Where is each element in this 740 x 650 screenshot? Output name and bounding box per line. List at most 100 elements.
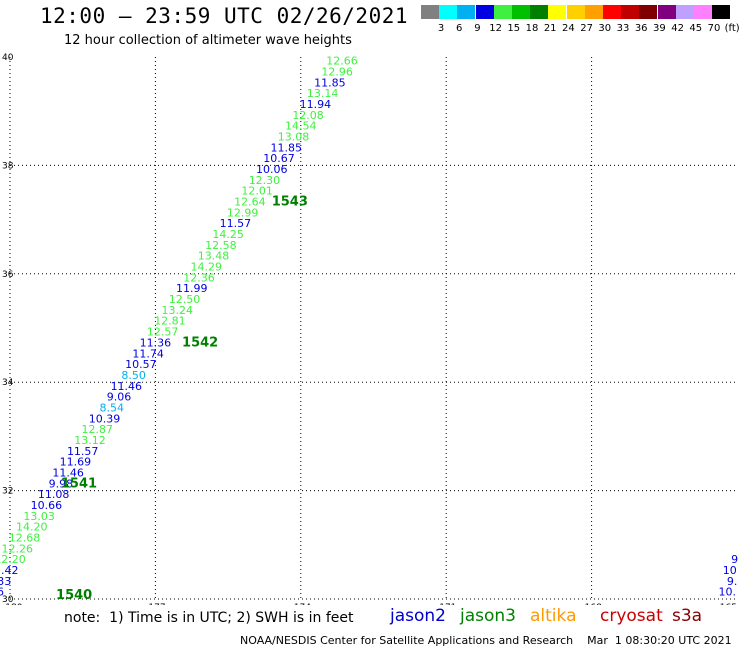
wave-height-value: 12.08 [292, 109, 324, 122]
wave-height-value: 14.25 [212, 228, 244, 241]
scale-swatch [548, 5, 567, 19]
wave-height-value: 8.50 [121, 369, 146, 382]
legend-jason2: jason2 [390, 606, 446, 626]
x-tick-label: -174 [291, 603, 312, 605]
grid-lines [10, 57, 737, 599]
scale-label: 42 [671, 23, 684, 34]
wave-height-value: 11.69 [60, 456, 92, 469]
wave-height-value: 12.87 [81, 423, 113, 436]
wave-height-value: 11.08 [38, 488, 70, 501]
y-tick-label: 34 [2, 378, 14, 388]
y-tick-label: 40 [2, 53, 14, 63]
footnote: note: 1) Time is in UTC; 2) SWH is in fe… [64, 610, 354, 626]
wave-height-value: 9.98 [49, 477, 74, 490]
scale-swatch [675, 5, 694, 19]
wave-height-value: 14.20 [16, 521, 48, 534]
wave-height-value: 11.85 [314, 76, 346, 89]
wave-height-value: 13.03 [23, 510, 55, 523]
x-tick-label: -168 [581, 603, 602, 605]
scale-swatch [621, 5, 640, 19]
wave-height-value: 11.74 [132, 347, 164, 360]
track-number-label: 1540 [56, 588, 92, 603]
wave-height-value: 12.68 [9, 532, 41, 545]
wave-height-value: 14.29 [191, 261, 223, 274]
chart-title: 12:00 – 23:59 UTC 02/26/2021 [40, 4, 409, 28]
wave-height-value: 10. [719, 586, 737, 599]
scale-label: 15 [507, 23, 521, 34]
wave-height-plot: -180 -177 -174 -171 -168 -165 30 32 34 36 38 40 12.… [0, 53, 738, 605]
wave-height-value: 11.42 [0, 564, 18, 577]
legend-jason3: jason3 [460, 606, 516, 626]
x-tick-label: -171 [436, 603, 456, 605]
wave-height-value: 12.01 [241, 185, 273, 198]
scale-swatch [712, 5, 731, 19]
track-number-label: 1541 [61, 476, 97, 491]
axis-tick-labels: -180 -177 -174 -171 -168 -165 30 32 34 36 38 40 [2, 53, 737, 605]
scale-swatch [512, 5, 530, 19]
track-labels: 1543 1542 1541 1540 [56, 195, 308, 603]
scale-swatch [603, 5, 621, 19]
chart-subtitle: 12 hour collection of altimeter wave hei… [64, 33, 352, 48]
scale-swatch [457, 5, 476, 19]
wave-height-value: 11.46 [52, 467, 84, 480]
wave-height-value: 12.81 [154, 315, 186, 328]
wave-height-value: 12.66 [326, 55, 358, 68]
wave-height-value: 11.99 [176, 282, 208, 295]
x-tick-label: -177 [145, 603, 165, 605]
wave-height-value: 12.57 [147, 326, 179, 339]
track-number-label: 1542 [182, 335, 218, 350]
wave-height-value: 12.30 [249, 174, 281, 187]
scale-swatch [694, 5, 712, 19]
wave-height-value: 10.39 [89, 412, 121, 425]
wave-height-value: 12.99 [227, 206, 259, 219]
wave-height-value: 11.46 [111, 380, 143, 393]
wave-height-value: 11.57 [67, 445, 99, 458]
x-tick-label: -180 [2, 603, 23, 605]
wave-height-value: 13.24 [161, 304, 193, 317]
wave-height-value: 10.26 [0, 586, 4, 599]
scale-swatch [421, 5, 439, 19]
scale-swatch [639, 5, 658, 19]
scale-label: 9 [474, 23, 481, 34]
wave-height-value: 11.33 [0, 575, 11, 588]
scale-label: 70 [707, 23, 721, 34]
wave-height-value: 11.85 [271, 141, 303, 154]
wave-height-value: 14.54 [285, 120, 317, 133]
wave-height-value: 12.20 [0, 553, 26, 566]
wave-height-value: 11.94 [300, 98, 332, 111]
wave-height-value: 12.96 [321, 65, 353, 78]
y-tick-label: 36 [2, 270, 14, 280]
wave-height-value: 13.48 [198, 250, 230, 263]
scale-swatch [566, 5, 585, 19]
plot-frame [9, 57, 737, 600]
scale-label: 21 [543, 23, 557, 34]
wave-height-value: 12.64 [234, 196, 266, 209]
wave-height-value: 10.66 [31, 499, 63, 512]
x-tick-label: -165 [717, 603, 737, 605]
wave-height-value: 10 [723, 564, 737, 577]
wave-height-value: 13.12 [74, 434, 106, 447]
wave-height-value: 9 [731, 553, 738, 566]
wave-height-value: 13.14 [307, 87, 339, 100]
legend-cryosat: cryosat [600, 606, 663, 626]
wave-height-value: 11.36 [140, 336, 172, 349]
wave-height-value: 12.58 [205, 239, 237, 252]
y-tick-label: 32 [2, 487, 13, 497]
scale-label: 33 [616, 23, 630, 34]
scale-label: 12 [489, 23, 502, 34]
wave-height-value: 10.06 [256, 163, 288, 176]
wave-height-value: 12.50 [169, 293, 201, 306]
y-tick-label: 30 [2, 595, 14, 605]
wave-height-value: 12.26 [2, 542, 34, 555]
legend-s3a: s3a [672, 606, 703, 626]
wave-height-value: 11.57 [220, 217, 252, 230]
wave-height-values: 12.6612.9611.8513.1411.9412.0814.5413.08… [0, 55, 738, 599]
scale-swatch [530, 5, 549, 19]
scale-label: (ft) [724, 23, 740, 34]
wave-height-value: 8.54 [100, 401, 125, 414]
track-number-label: 1543 [272, 195, 308, 210]
wave-height-value: 10.57 [125, 358, 157, 371]
scale-swatch [475, 5, 494, 19]
scale-label: 27 [580, 23, 593, 34]
scale-label: 30 [598, 23, 612, 34]
